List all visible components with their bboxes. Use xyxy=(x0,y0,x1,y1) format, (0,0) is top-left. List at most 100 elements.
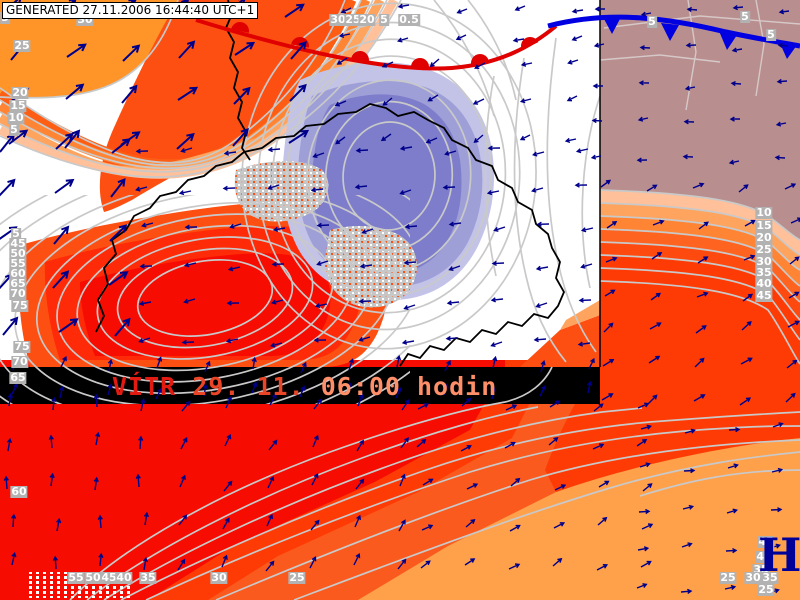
wind-arrow xyxy=(49,472,55,487)
contour-label: 25 xyxy=(288,571,306,584)
wind-arrow xyxy=(602,358,615,367)
contour-label: 25 xyxy=(719,571,737,584)
wind-arrow xyxy=(775,121,787,127)
wind-arrow xyxy=(395,386,402,399)
contour-label: 45 xyxy=(755,289,773,302)
wind-arrow xyxy=(51,396,57,411)
contour-label: 5 xyxy=(11,227,21,240)
wind-arrow xyxy=(354,514,361,528)
contour-ring xyxy=(35,201,375,395)
wind-arrow xyxy=(726,508,738,514)
wind-arrow xyxy=(93,393,99,408)
wind-arrow xyxy=(638,80,650,86)
wind-arrow xyxy=(490,341,503,347)
wind-arrow xyxy=(554,484,567,491)
contour-label: 35 xyxy=(139,571,157,584)
wind-arrow xyxy=(98,552,104,567)
wind-arrow xyxy=(266,513,273,527)
wind-arrow xyxy=(738,184,749,193)
wind-arrow xyxy=(233,86,251,105)
wind-arrow xyxy=(444,359,451,372)
wind-arrow xyxy=(183,298,196,304)
wind-arrow xyxy=(221,554,228,568)
wind-arrow xyxy=(400,437,409,449)
wind-arrow xyxy=(535,265,549,271)
wind-arrow xyxy=(358,336,371,342)
wind-arrow xyxy=(358,298,372,304)
wind-arrow xyxy=(571,35,583,42)
wind-arrow xyxy=(731,47,743,53)
wind-arrow xyxy=(399,189,412,195)
wind-arrow xyxy=(574,182,588,188)
wind-arrow xyxy=(2,316,19,336)
wind-arrow xyxy=(520,61,533,67)
wind-arrow xyxy=(504,441,516,449)
wind-arrow xyxy=(540,360,546,373)
wind-arrow xyxy=(536,221,550,227)
wind-arrow xyxy=(651,252,663,260)
warm-front xyxy=(195,18,558,71)
wind-arrow xyxy=(445,335,459,342)
contour-ring xyxy=(286,55,492,297)
wind-arrow xyxy=(648,355,661,364)
wind-arrow xyxy=(652,219,665,226)
wind-arrow xyxy=(60,355,67,368)
wind-arrow xyxy=(519,134,531,141)
contour-label: 15 xyxy=(9,99,27,112)
wind-arrow xyxy=(580,227,594,233)
wind-arrow xyxy=(683,119,695,125)
wind-arrow xyxy=(695,325,707,334)
wind-arrow xyxy=(380,133,392,142)
wind-arrow xyxy=(640,424,652,430)
wind-arrow xyxy=(514,5,526,11)
wind-arrow xyxy=(11,382,18,395)
wind-arrow xyxy=(486,189,500,196)
contour-ring xyxy=(136,259,274,337)
wind-arrow xyxy=(48,434,54,449)
wind-arrow xyxy=(446,300,460,306)
wind-arrow xyxy=(741,320,752,331)
wind-arrow xyxy=(510,477,521,487)
wind-arrow xyxy=(397,558,407,570)
wind-arrow xyxy=(492,355,498,369)
wind-arrow xyxy=(227,266,241,272)
wind-arrow xyxy=(460,445,472,452)
wind-arrow xyxy=(181,339,195,345)
wind-arrow xyxy=(784,183,797,190)
wind-arrow xyxy=(251,381,258,394)
wind-arrow xyxy=(464,558,476,566)
contour-label: 70 xyxy=(11,355,29,368)
wind-arrow xyxy=(107,358,113,372)
wind-arrow xyxy=(606,221,618,229)
wind-arrow xyxy=(636,583,648,589)
wind-arrow xyxy=(535,302,548,308)
wind-arrow xyxy=(398,519,406,532)
wind-arrow xyxy=(225,338,239,344)
wind-arrow xyxy=(683,468,696,474)
wind-arrow xyxy=(448,221,462,227)
wind-arrow xyxy=(232,128,249,147)
wind-arrow xyxy=(403,260,417,266)
wind-arrow xyxy=(512,37,525,43)
wind-arrow xyxy=(575,148,589,154)
contour-label: 25 xyxy=(344,13,362,26)
wind-arrow xyxy=(532,151,545,157)
wind-arrow xyxy=(180,437,188,450)
wind-arrow xyxy=(456,8,468,14)
wind-arrow xyxy=(111,138,131,154)
wind-arrow xyxy=(184,224,198,230)
wind-arrow xyxy=(649,322,662,330)
wind-arrow xyxy=(785,392,796,403)
contour-label: 35 xyxy=(755,266,773,279)
wind-arrow xyxy=(590,154,602,160)
wind-arrow xyxy=(680,588,693,594)
wind-arrow xyxy=(234,41,256,56)
wind-arrow xyxy=(311,473,319,486)
contour-ring xyxy=(76,224,334,372)
wind-arrow xyxy=(267,475,275,489)
wind-arrow xyxy=(697,256,709,264)
wind-arrow xyxy=(729,116,741,122)
wind-arrow xyxy=(271,261,285,267)
wind-arrow xyxy=(786,359,798,369)
wind-arrow xyxy=(637,402,650,409)
